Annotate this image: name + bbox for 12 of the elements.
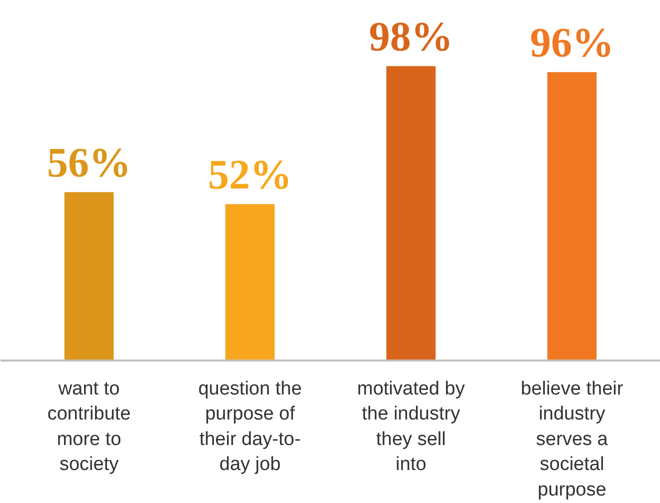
bar [547, 72, 597, 360]
bar [225, 204, 275, 360]
data-label: 96% [530, 20, 614, 67]
x-tick-label: motivated by the industry they sell into [357, 378, 466, 476]
x-tick-label: want to contribute more to society [47, 378, 131, 476]
x-tick-label: question the purpose of their day-to-day job [198, 378, 302, 476]
x-tick-label: believe their industry serves a societal purpose [520, 378, 624, 500]
data-label: 56% [47, 140, 132, 187]
data-label: 52% [208, 152, 292, 199]
bar [64, 192, 114, 360]
data-label: 98% [368, 14, 453, 61]
bar [386, 66, 436, 360]
